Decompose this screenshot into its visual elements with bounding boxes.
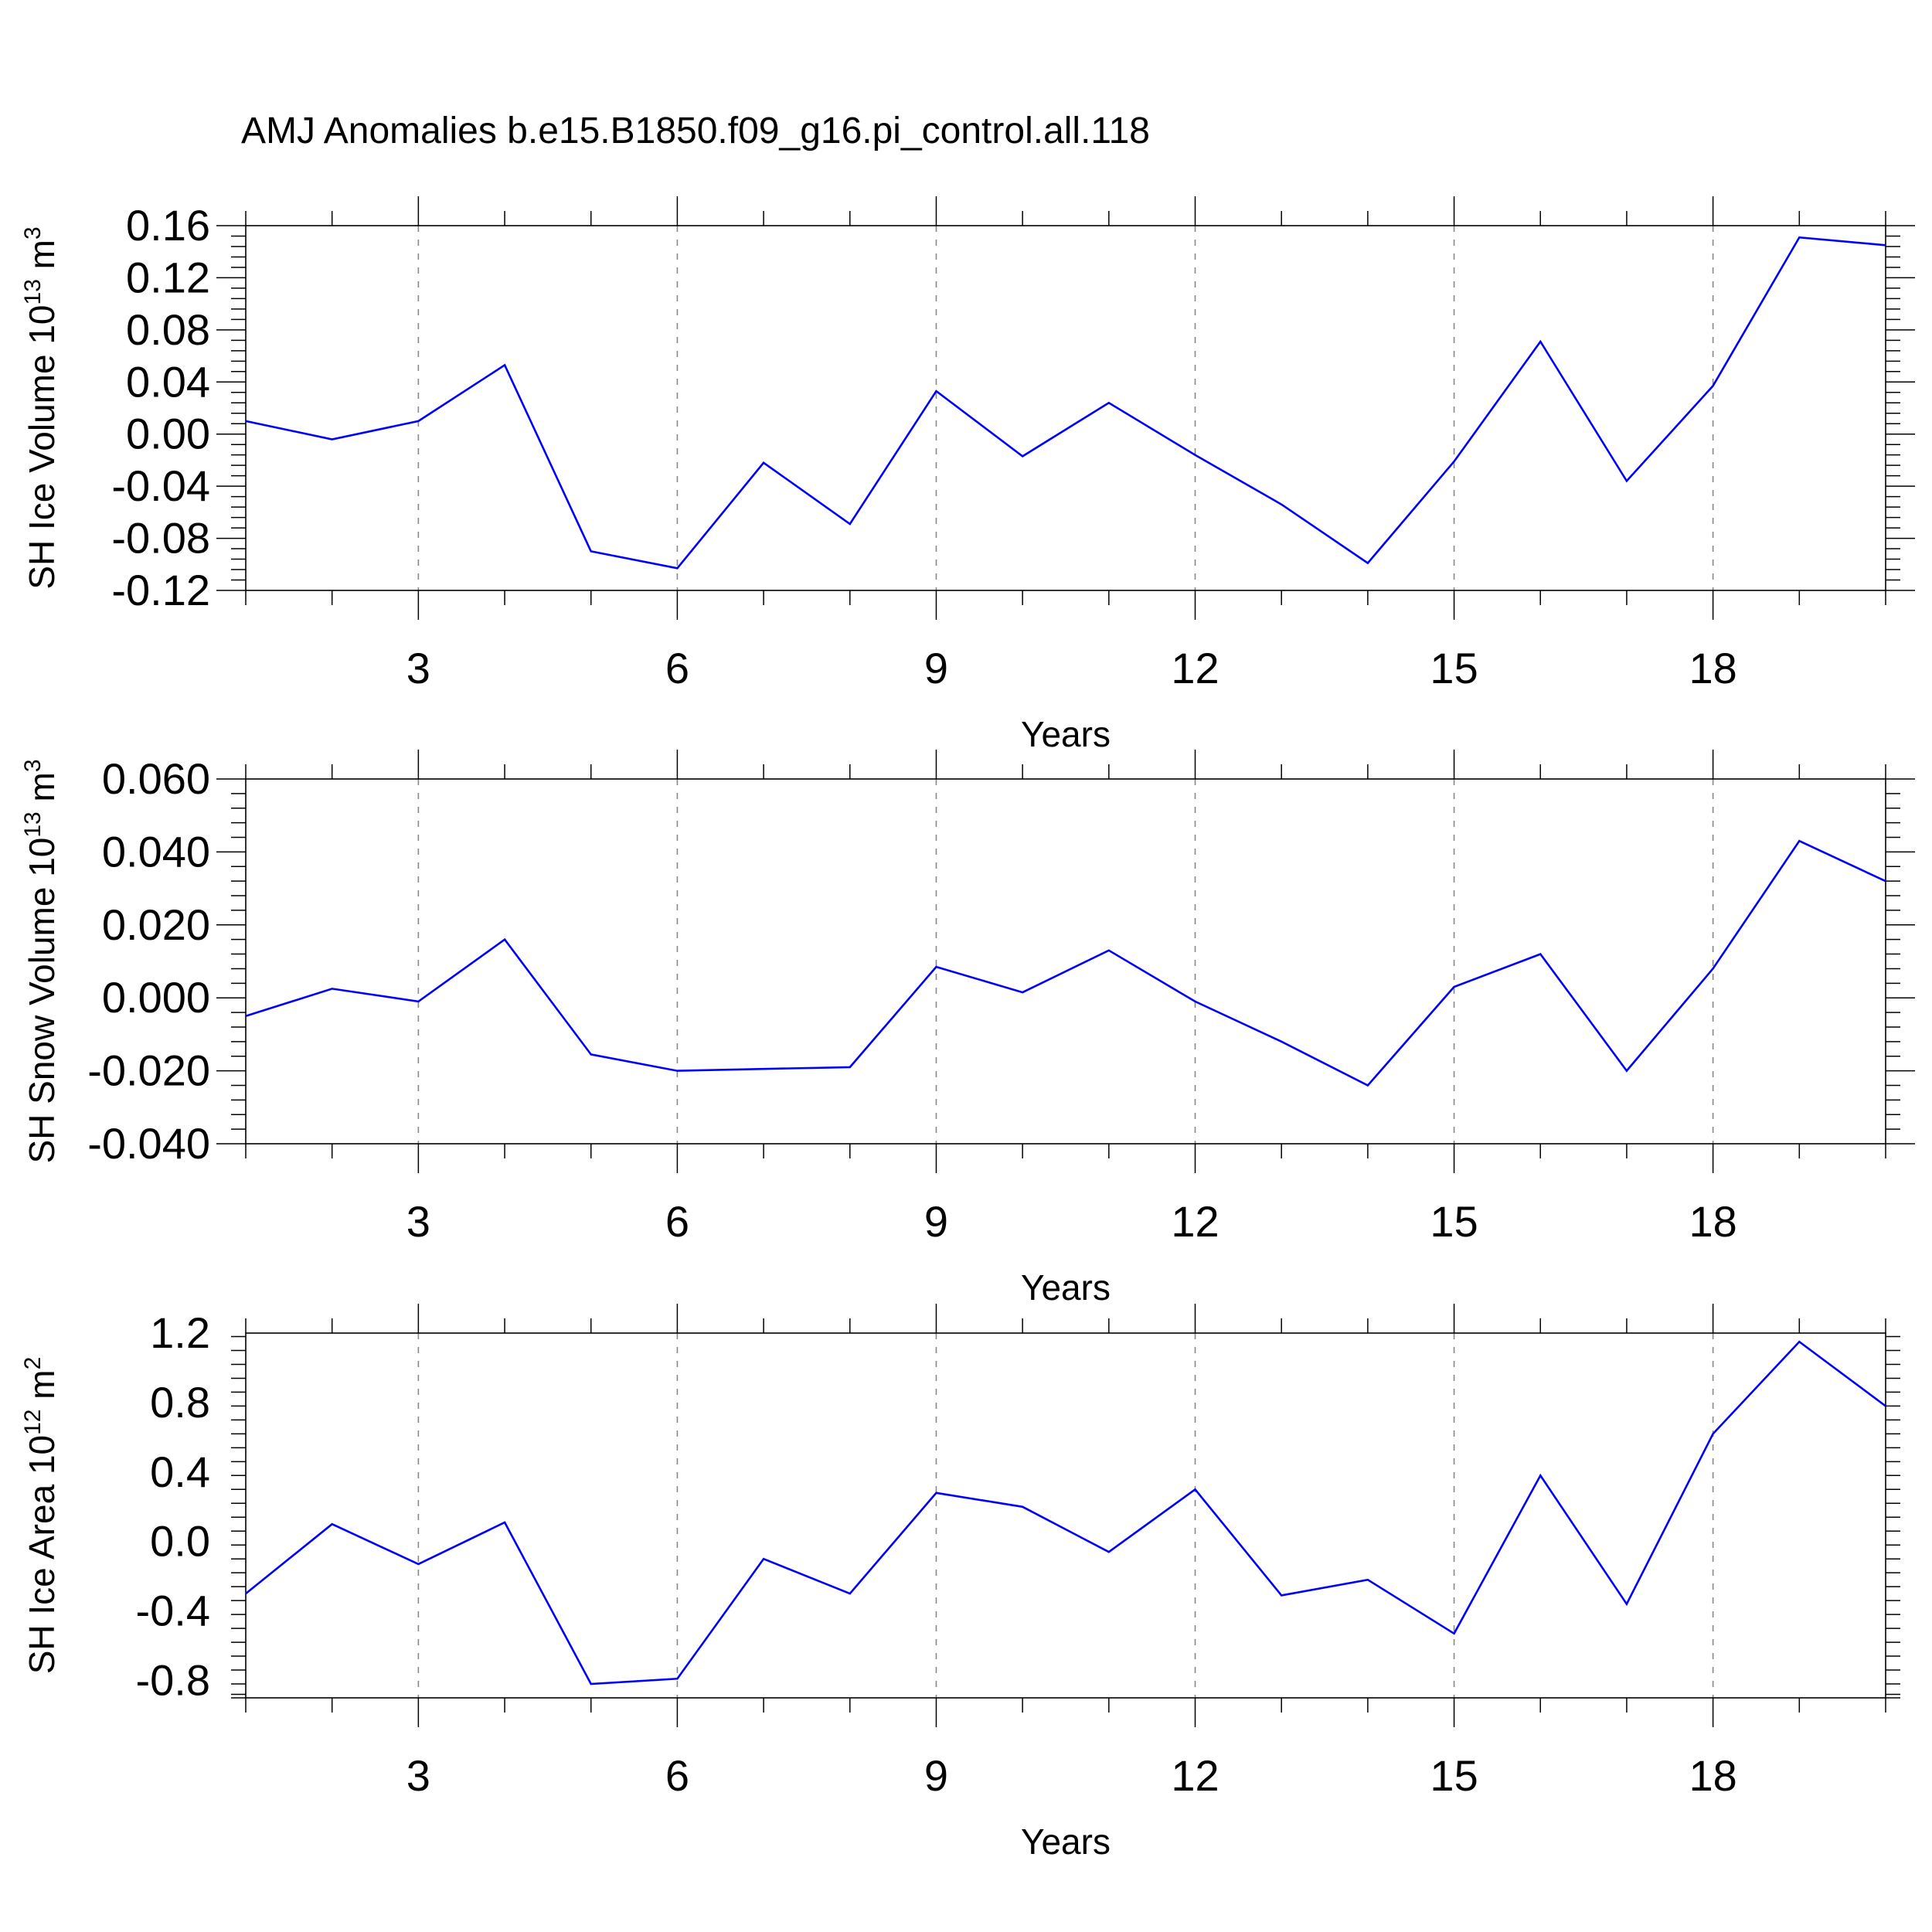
panel-2-y-axis-title-text: SH Snow Volume 10 [22,838,62,1164]
panel-3-x-tick-label: 3 [406,1751,430,1800]
chart-title: AMJ Anomalies b.e15.B1850.f09_g16.pi_con… [241,111,1150,151]
panel-2-x-tick-label: 9 [924,1197,948,1246]
panel-1-y-tick-label: 0.00 [126,410,210,458]
panel-3-x-tick-label: 12 [1171,1751,1219,1800]
panel-2-y-tick-label: 0.040 [102,827,210,876]
panel-2-y-axis-title-unit-exp: 3 [20,759,46,772]
panel-2-y-tick-label: 0.020 [102,900,210,949]
panel-2-series-line [245,839,1886,1087]
panel-1-y-tick-label: -0.04 [111,461,210,510]
panel-1-y-axis-title-unit: m [22,240,62,279]
panel-1-y-axis-title-exp: 13 [20,279,46,304]
panel-1-x-tick-label: 18 [1689,644,1736,692]
panel-1-x-tick-label: 15 [1430,644,1478,692]
panel-3-y-axis-title-unit-exp: 2 [20,1357,46,1370]
panel-3-y-axis-title: SH Ice Area 1012 m2 [20,1357,62,1675]
panel-1-y-tick-label: 0.08 [126,305,210,354]
panel-3: 3 6 9 12 15 18 -0.8 -0.4 0.0 0.4 0.8 1.2 Years SH Ice… [20,1304,1900,1862]
panel-2-y-tick-label: 0.000 [102,973,210,1022]
panel-1-series-line [245,236,1886,570]
panel-1-plot-frame [245,225,1886,591]
panel-2-x-tick-label: 3 [406,1197,430,1246]
panel-1-x-tick-label: 3 [406,644,430,692]
panel-3-x-tick-label: 15 [1430,1751,1478,1800]
panel-3-y-tick-label: -0.8 [136,1656,211,1705]
panel-2-y-tick-label: 0.060 [102,754,210,803]
panel-1-y-tick-label: -0.12 [111,566,210,614]
panel-3-y-tick-label: -0.4 [136,1587,211,1635]
panel-2-x-tick-label: 18 [1689,1197,1736,1246]
panel-2-y-axis-title-exp: 13 [20,811,46,837]
panel-1-x-axis-title: Years [1021,714,1111,754]
panel-2-x-tick-label: 12 [1171,1197,1219,1246]
panel-3-x-tick-label: 18 [1689,1751,1736,1800]
panel-1-x-tick-label: 6 [665,644,689,692]
panel-3-y-tick-label: 1.2 [150,1308,210,1357]
panel-1: 3 6 9 12 15 18 -0.12-0.08-0.040.000.040.080.12… [20,196,1915,754]
panel-2-x-axis-title: Years [1021,1267,1111,1308]
panel-3-series-line [245,1340,1886,1685]
panel-1-y-axis-title-unit-exp: 3 [20,226,46,240]
panel-3-x-tick-label: 6 [665,1751,689,1800]
panel-2-x-tick-label: 6 [665,1197,689,1246]
panel-1-x-tick-label: 9 [924,644,948,692]
panel-2-y-axis-title: SH Snow Volume 1013 m3 [20,759,62,1163]
panel-2-plot-frame [245,778,1886,1145]
panel-1-y-tick-label: 0.04 [126,357,210,406]
panel-3-x-axis-title: Years [1021,1821,1111,1862]
panel-3-y-axis-title-text: SH Ice Area 10 [22,1435,62,1674]
panel-1-y-tick-label: 0.16 [126,201,210,250]
panel-3-y-axis-title-unit: m [22,1369,62,1409]
panel-1-x-tick-label: 12 [1171,644,1219,692]
panel-1-y-tick-label: -0.08 [111,514,210,563]
panel-2: 3 6 9 12 15 18 -0.040 -0.020 0.000 0.020 0.040 0.06… [20,750,1915,1308]
panel-2-y-tick-label: -0.020 [87,1046,210,1095]
panel-2-y-tick-label: -0.040 [87,1119,210,1168]
panel-3-y-tick-label: 0.4 [150,1447,210,1496]
panel-3-y-tick-label: 0.0 [150,1517,210,1566]
panels: 3 6 9 12 15 18 -0.12-0.08-0.040.000.040.080.12… [20,196,1915,1862]
panel-3-x-tick-label: 9 [924,1751,948,1800]
panel-1-y-axis-title-text: SH Ice Volume 10 [22,304,62,589]
panel-3-y-tick-label: 0.8 [150,1378,210,1427]
panel-3-plot-frame [245,1332,1886,1699]
panel-2-x-tick-label: 15 [1430,1197,1478,1246]
panel-1-y-axis-title: SH Ice Volume 1013 m3 [20,226,62,589]
panel-1-y-tick-label: 0.12 [126,253,210,301]
panel-3-y-axis-title-exp: 12 [20,1410,46,1435]
panel-2-y-axis-title-unit: m [22,772,62,811]
